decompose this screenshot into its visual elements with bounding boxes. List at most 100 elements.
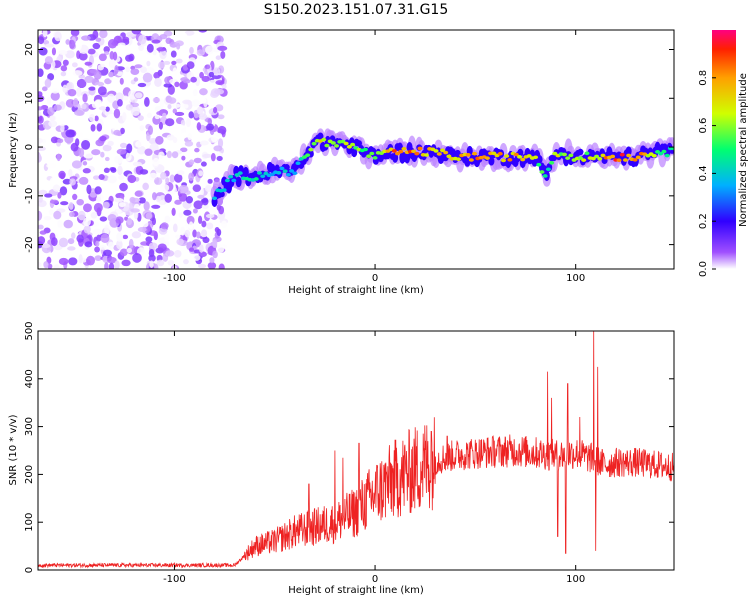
spectrogram-noise-blob <box>188 111 194 119</box>
spectrogram-noise-blob <box>212 239 218 248</box>
spectrogram-noise-blob <box>166 150 172 159</box>
spectrogram-noise-blob <box>192 184 202 192</box>
spectrogram-noise-blob <box>172 103 181 108</box>
spectrogram-noise-blob <box>148 242 158 250</box>
spectrogram-ridge-core <box>513 152 519 157</box>
colorbar-tick-label: 0.6 <box>698 118 709 134</box>
spectrogram-noise-blob <box>42 30 48 38</box>
spectrogram-noise-blob <box>214 227 220 233</box>
spectrogram-noise-blob <box>46 96 52 105</box>
spectrogram-noise-blob <box>166 134 175 141</box>
spectrogram-noise-blob <box>49 199 59 204</box>
spectrogram-noise-blob <box>167 260 175 266</box>
spectrogram-ridge-body <box>218 191 225 198</box>
spectrogram-noise-blob <box>67 246 76 251</box>
spectrogram-noise-blob <box>38 210 43 221</box>
spectrogram-noise-blob <box>145 212 153 220</box>
spectrogram-ridge-core <box>497 151 503 156</box>
snr-ytick-label: 0 <box>24 567 35 573</box>
spectrogram-noise-blob <box>102 249 113 257</box>
spectrogram-ridge-core <box>224 178 230 183</box>
spectrogram-noise-blob <box>117 165 123 176</box>
spectrogram-noise-blob <box>182 99 192 105</box>
spectrogram-noise-blob <box>213 67 221 76</box>
spectrogram-noise-blob <box>199 71 204 79</box>
spectrogram-ridge-core <box>279 166 285 171</box>
spectrogram-ridge-core <box>372 156 378 160</box>
spectrogram-noise-blob <box>180 147 188 153</box>
spectrogram-noise-blob <box>164 193 172 203</box>
spectrogram-noise-blob <box>198 30 208 33</box>
spectrogram-noise-blob <box>132 252 142 263</box>
spectrogram-noise-blob <box>165 118 175 127</box>
spectrogram-noise-blob <box>167 104 172 110</box>
spectrogram-noise-blob <box>220 50 226 59</box>
spectrogram-noise-blob <box>124 46 129 52</box>
spectrogram-noise-blob <box>86 255 96 266</box>
spectrogram-noise-blob <box>53 104 62 111</box>
spectrogram-noise-blob <box>97 86 107 96</box>
spectrogram-image <box>38 30 674 269</box>
spectrogram-ridge-core <box>221 188 227 192</box>
spectrogram-ridge-core <box>330 141 336 145</box>
spectrogram-noise-blob <box>151 204 161 209</box>
snr-ytick-label: 200 <box>24 465 35 484</box>
spectrogram-ridge-core <box>253 177 259 181</box>
spectrogram-noise-blob <box>157 243 167 252</box>
spectrogram-noise-blob <box>60 65 68 72</box>
spectrogram-noise-blob <box>175 58 183 64</box>
spectrogram-noise-blob <box>82 161 88 166</box>
spectrogram-noise-blob <box>125 152 132 162</box>
spectrogram-noise-blob <box>221 84 227 89</box>
spectrogram-noise-blob <box>193 254 201 261</box>
spectrogram-noise-blob <box>119 248 128 257</box>
spectrogram-noise <box>38 30 229 269</box>
spectrogram-noise-blob <box>122 111 127 122</box>
spectrogram-ridge-core <box>500 158 506 163</box>
spectrogram-noise-blob <box>78 176 89 185</box>
spectrogram-noise-blob <box>165 250 175 257</box>
spectrogram-noise-blob <box>171 60 177 65</box>
spectrogram-noise-blob <box>76 87 82 97</box>
spectrogram-noise-blob <box>108 59 117 68</box>
spectrogram-noise-blob <box>152 97 161 103</box>
spectrogram-noise-blob <box>58 237 69 248</box>
spectrogram-noise-blob <box>209 32 217 39</box>
spectrogram-noise-blob <box>122 36 130 43</box>
spectrogram-ridge-core <box>401 146 407 151</box>
spectrogram-noise-blob <box>152 49 157 56</box>
spectrogram-ridge-core <box>366 154 372 158</box>
spectrogram-noise-blob <box>116 232 124 242</box>
spectrogram-noise-blob <box>38 142 42 147</box>
spectrogram-ridge-core <box>369 151 375 156</box>
spectrogram-noise-blob <box>104 224 110 235</box>
spectrogram-noise-blob <box>107 93 116 103</box>
spectrogram-noise-blob <box>151 39 161 44</box>
spectrogram-noise-blob <box>65 39 71 45</box>
spectrogram-noise-blob <box>130 106 141 117</box>
spectrogram-noise-blob <box>126 143 133 154</box>
spectrogram-noise-blob <box>134 190 143 197</box>
spectrogram-ridge-core <box>517 155 523 159</box>
spectrogram-ridge-core <box>269 172 275 177</box>
spectrogram-ridge-core <box>436 152 442 156</box>
spectrogram-noise-blob <box>206 123 215 131</box>
spectrogram-noise-blob <box>100 151 105 158</box>
spectrogram-noise-blob <box>153 72 161 79</box>
spectrogram-noise-blob <box>124 189 130 200</box>
spectrogram-ridge-core <box>350 142 356 147</box>
spectrogram-noise-blob <box>191 100 201 107</box>
spectrogram-noise-blob <box>38 47 48 56</box>
spectrogram-ridge-body <box>235 176 242 188</box>
spectrogram-noise-blob <box>217 45 228 51</box>
colorbar-tick-label: 0.8 <box>698 70 709 86</box>
spectrogram-noise-blob <box>104 262 109 269</box>
spectrogram-noise-blob <box>113 108 121 119</box>
spectrogram-noise-blob <box>114 197 124 203</box>
spectrogram-noise-blob <box>67 238 75 245</box>
spectrogram-noise-blob <box>76 78 87 89</box>
spectrogram-noise-blob <box>95 196 102 202</box>
spectrogram-noise-blob <box>123 95 129 101</box>
spectrogram-noise-blob <box>198 215 203 224</box>
spectrogram-noise-blob <box>130 208 140 213</box>
